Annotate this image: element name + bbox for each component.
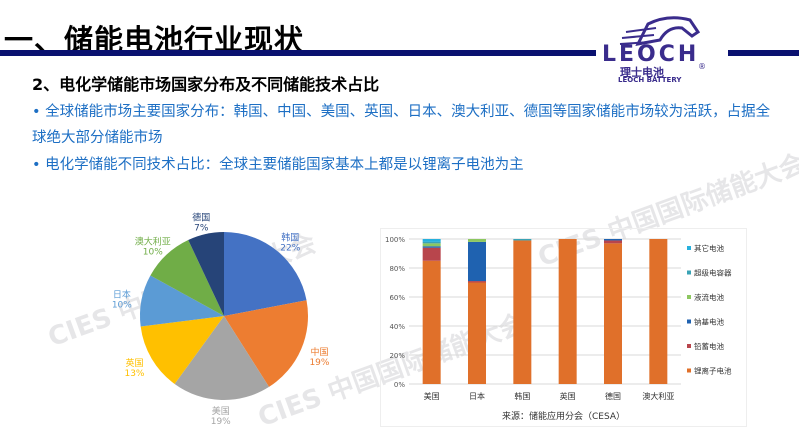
bar-segment-钠基电池 bbox=[468, 241, 486, 282]
legend-label: 铅蓄电池 bbox=[694, 341, 724, 351]
legend-label: 超级电容器 bbox=[694, 268, 732, 278]
pie-value: 10% bbox=[143, 248, 163, 258]
bar-segment-铅蓄电池 bbox=[604, 240, 622, 244]
section-subtitle: 2、电化学储能市场国家分布及不同储能技术占比 bbox=[32, 75, 380, 94]
pie-slice-德国 bbox=[188, 232, 224, 316]
logo-cn: 理士电池 bbox=[620, 66, 664, 79]
horse-icon bbox=[619, 16, 701, 47]
bar-segment-锂离子电池 bbox=[649, 239, 668, 384]
x-tick-label: 美国 bbox=[424, 391, 440, 401]
pie-label: 澳大利亚 bbox=[135, 236, 171, 248]
logo-sub: LEOCH BATTERY bbox=[618, 76, 682, 84]
legend-swatch bbox=[687, 344, 691, 348]
y-tick-label: 0% bbox=[394, 381, 405, 389]
title-rule bbox=[0, 50, 596, 56]
y-tick-label: 100% bbox=[385, 236, 405, 244]
bullet-technology-share: • 电化学储能不同技术占比：全球主要储能国家基本上都是以锂离子电池为主 bbox=[32, 157, 524, 173]
pie-value: 7% bbox=[194, 223, 209, 233]
y-tick-label: 40% bbox=[389, 323, 405, 331]
y-tick-label: 60% bbox=[389, 294, 405, 302]
bullet-country-distribution: • 全球储能市场主要国家分布：韩国、中国、美国、英国、日本、澳大利亚、德国等国家… bbox=[32, 104, 771, 146]
legend-label: 其它电池 bbox=[694, 243, 724, 253]
bar-segment-钠基电池 bbox=[422, 246, 441, 248]
title-rule-right bbox=[728, 50, 799, 56]
pie-value: 19% bbox=[309, 358, 329, 368]
bar-segment-超级电容器 bbox=[422, 241, 441, 244]
x-tick-label: 英国 bbox=[560, 391, 576, 401]
pie-value: 22% bbox=[280, 243, 300, 253]
bar-segment-锂离子电池 bbox=[468, 282, 486, 384]
x-tick-label: 澳大利亚 bbox=[642, 391, 674, 401]
pie-value: 10% bbox=[112, 301, 132, 311]
bar-segment-铅蓄电池 bbox=[468, 281, 486, 283]
pie-slice-韩国 bbox=[224, 232, 307, 316]
pie-slice-澳大利亚 bbox=[150, 239, 224, 316]
pie-label: 日本 bbox=[113, 289, 131, 301]
bar-segment-钠基电池 bbox=[604, 239, 622, 241]
legend-swatch bbox=[687, 270, 691, 275]
bar-segment-锂离子电池 bbox=[604, 243, 622, 384]
bar-segment-超级电容器 bbox=[513, 239, 532, 241]
y-tick-label: 20% bbox=[389, 352, 405, 360]
bar-segment-液流电池 bbox=[468, 239, 486, 242]
legend-swatch bbox=[687, 319, 691, 324]
pie-label: 德国 bbox=[192, 211, 210, 223]
x-tick-label: 韩国 bbox=[514, 391, 530, 401]
pie-slice-美国 bbox=[174, 316, 270, 400]
bar-segment-锂离子电池 bbox=[513, 240, 532, 384]
legend-swatch bbox=[687, 368, 691, 373]
x-tick-label: 日本 bbox=[469, 391, 485, 401]
pie-slice-英国 bbox=[140, 316, 224, 384]
bar-segment-液流电池 bbox=[422, 243, 441, 247]
pie-value: 19% bbox=[211, 417, 231, 425]
pie-label: 英国 bbox=[125, 357, 143, 369]
technology-bar-chart: 0% 20% 40% 60% 80% 100% 美国 日本 韩国 英国 德国 澳大利亚 其它电池超级电容… bbox=[380, 228, 747, 427]
bar-segment-铅蓄电池 bbox=[422, 247, 441, 261]
legend-swatch bbox=[687, 246, 691, 250]
pie-label: 中国 bbox=[310, 346, 328, 358]
legend-label: 钠基电池 bbox=[694, 317, 724, 327]
logo-text: LEOCH bbox=[602, 42, 700, 67]
legend-swatch bbox=[687, 295, 691, 299]
bar-segment-锂离子电池 bbox=[422, 260, 441, 384]
legend-label: 液流电池 bbox=[694, 292, 724, 302]
pie-label: 韩国 bbox=[281, 231, 299, 243]
chart-source: 来源：储能应用分会（CESA） bbox=[501, 412, 625, 422]
logo-mark: ® bbox=[698, 62, 706, 71]
pie-slice-中国 bbox=[224, 300, 308, 387]
pie-label: 美国 bbox=[212, 405, 230, 417]
pie-value: 13% bbox=[124, 369, 144, 379]
bar-segment-其它电池 bbox=[422, 239, 441, 242]
y-tick-label: 80% bbox=[389, 265, 405, 273]
legend-label: 锂离子电池 bbox=[694, 366, 732, 376]
x-tick-label: 德国 bbox=[605, 391, 621, 401]
pie-slice-日本 bbox=[140, 275, 224, 327]
bar-segment-锂离子电池 bbox=[558, 239, 577, 384]
leoch-logo: LEOCH 理士电池 ® LEOCH BATTERY bbox=[598, 10, 720, 84]
